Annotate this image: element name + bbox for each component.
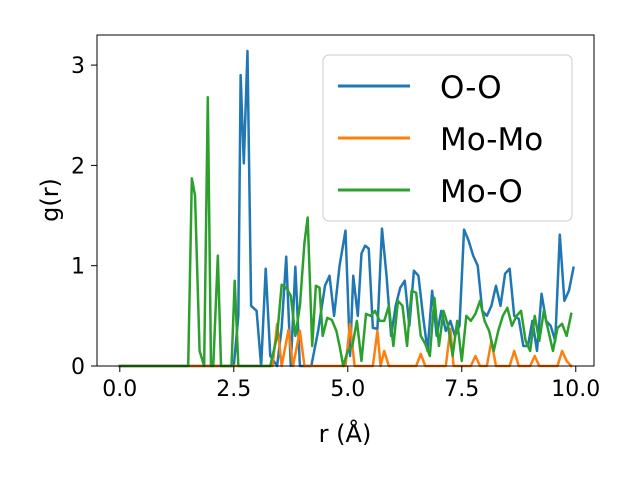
- x-tick-label: 2.5: [216, 377, 251, 402]
- legend-label-mo-mo: Mo-Mo: [440, 122, 543, 158]
- legend: O-O Mo-Mo Mo-O: [322, 54, 573, 222]
- legend-entries: O-O Mo-Mo Mo-O: [338, 70, 543, 210]
- y-axis-label: g(r): [36, 178, 64, 222]
- legend-label-mo-o: Mo-O: [440, 174, 523, 210]
- y-tick-label: 2: [71, 154, 85, 179]
- x-axis-ticks: 0.0 2.5 5.0 7.5 10.0: [102, 366, 600, 402]
- y-tick-label: 1: [71, 255, 85, 280]
- y-tick-label: 0: [71, 355, 85, 380]
- series-line-o-o: [118, 49, 575, 368]
- legend-box: [322, 54, 573, 222]
- x-axis-label: r (Å): [319, 419, 372, 448]
- x-tick-label: 10.0: [551, 377, 600, 402]
- y-axis-ticks: 0 1 2 3: [71, 54, 97, 380]
- x-tick-label: 0.0: [102, 377, 137, 402]
- axes-frame: [96, 34, 595, 367]
- x-tick-label: 7.5: [444, 377, 479, 402]
- legend-label-o-o: O-O: [440, 70, 502, 106]
- x-tick-label: 5.0: [330, 377, 365, 402]
- y-tick-label: 3: [71, 54, 85, 79]
